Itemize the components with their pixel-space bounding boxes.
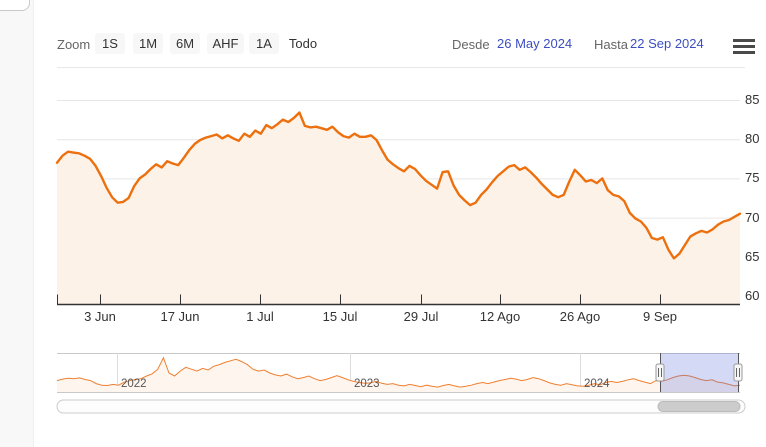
navigator-year-label: 2024 (584, 378, 610, 390)
y-tick-label: 70 (745, 210, 760, 225)
scrollbar-track[interactable] (56, 399, 746, 414)
menu-icon-bar (733, 39, 755, 42)
range-button-6m[interactable]: 6M (170, 33, 200, 54)
x-tick-label: 12 Ago (479, 309, 521, 324)
zoom-label: Zoom (57, 37, 91, 52)
to-label: Hasta (594, 37, 628, 52)
range-button-1m[interactable]: 1M (133, 33, 163, 54)
date-to-input[interactable]: 22 Sep 2024 (630, 36, 704, 51)
x-tick-label: 3 Jun (84, 309, 116, 324)
date-from-input[interactable]: 26 May 2024 (497, 36, 573, 51)
navigator-line-series (56, 356, 741, 388)
range-button-1a[interactable]: 1A (249, 33, 279, 54)
menu-icon-bar (733, 51, 755, 54)
x-tick-label: 15 Jul (322, 309, 358, 324)
page-left-strip (0, 0, 34, 447)
y-tick-label: 65 (745, 249, 760, 264)
price-area-fill (57, 112, 740, 305)
from-label: Desde (452, 37, 490, 52)
price-line-series (55, 111, 742, 260)
navigator-year-label: 2022 (121, 378, 147, 390)
partial-panel-corner (0, 0, 30, 11)
y-tick-label: 85 (745, 92, 760, 107)
navigator-year-label: 2023 (354, 378, 380, 390)
x-tick-label: 9 Sep (643, 309, 677, 324)
navigator-handle-right[interactable] (733, 363, 743, 382)
menu-icon-bar (733, 45, 755, 48)
navigator-area-fill (57, 357, 740, 392)
x-tick-label: 17 Jun (160, 309, 200, 324)
navigator-selected-range[interactable] (660, 353, 738, 392)
range-button-todo[interactable]: Todo (288, 36, 318, 51)
range-button-ahf[interactable]: AHF (207, 33, 244, 54)
y-tick-label: 60 (745, 288, 760, 303)
x-tick-label: 29 Jul (403, 309, 439, 324)
toolbar-divider (57, 67, 745, 68)
menu-icon[interactable] (733, 39, 755, 54)
navigator-handle-left[interactable] (655, 363, 665, 382)
y-tick-label: 75 (745, 170, 760, 185)
x-tick-label: 26 Ago (559, 309, 601, 324)
scrollbar-thumb[interactable] (657, 401, 741, 412)
range-button-1s[interactable]: 1S (95, 33, 125, 54)
y-tick-label: 80 (745, 131, 760, 146)
x-tick-label: 1 Jul (246, 309, 274, 324)
